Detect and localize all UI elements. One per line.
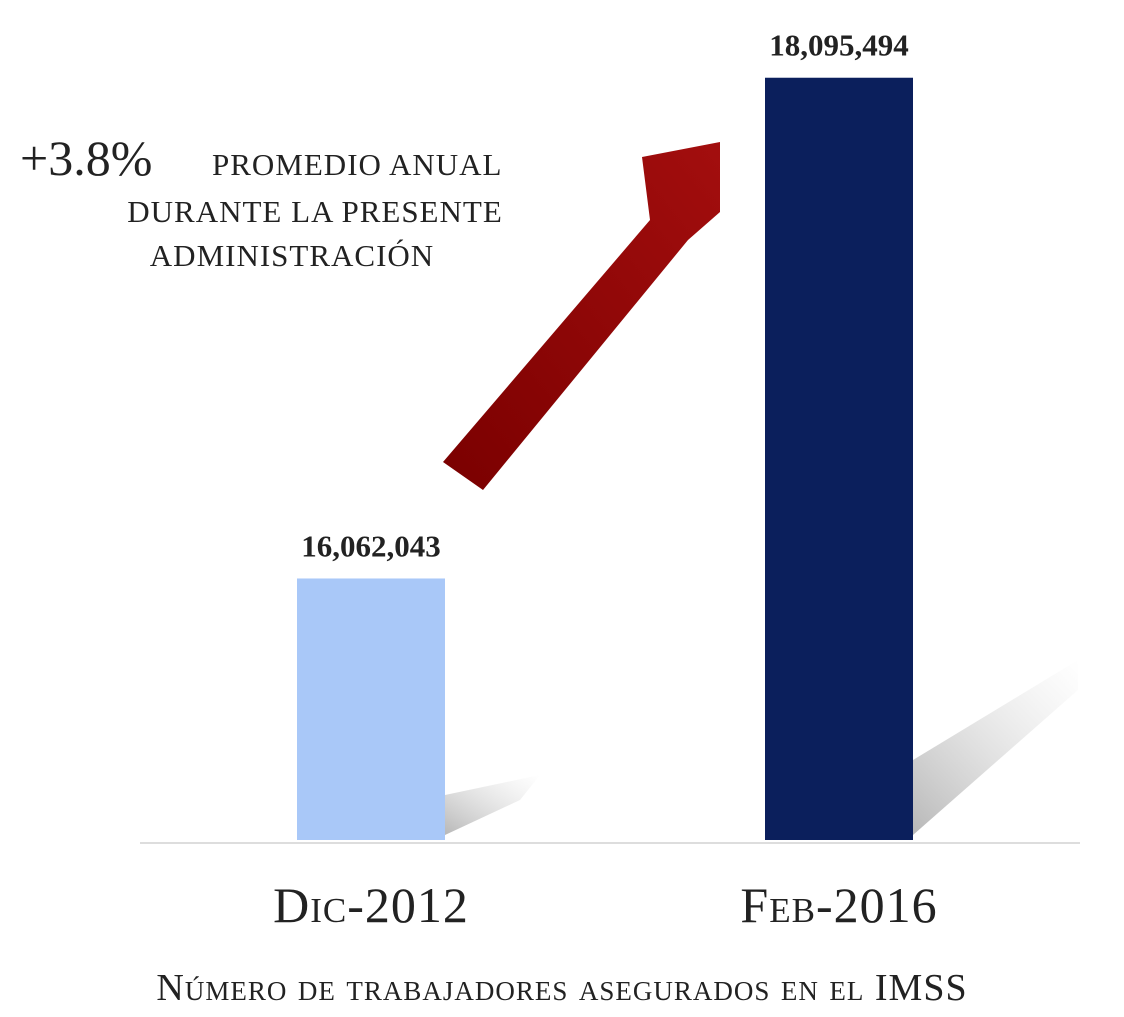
x-tick-label: Feb-2016	[740, 877, 937, 933]
chart-title: Número de trabajadores asegurados en el …	[156, 967, 967, 1009]
annotation-line: DURANTE LA PRESENTE	[127, 194, 503, 229]
bar-shadow	[445, 775, 540, 835]
growth-arrow	[443, 142, 720, 490]
bar	[297, 578, 445, 840]
bar	[765, 77, 913, 840]
annotation-line: ADMINISTRACIÓN	[150, 238, 434, 273]
bar-shadow	[913, 660, 1078, 835]
value-label: 18,095,494	[769, 28, 909, 63]
annotation-highlight: +3.8%	[20, 130, 152, 186]
annotation-line: PROMEDIO ANUAL	[212, 147, 502, 182]
x-tick-label: Dic-2012	[273, 877, 469, 933]
value-label: 16,062,043	[301, 528, 441, 563]
